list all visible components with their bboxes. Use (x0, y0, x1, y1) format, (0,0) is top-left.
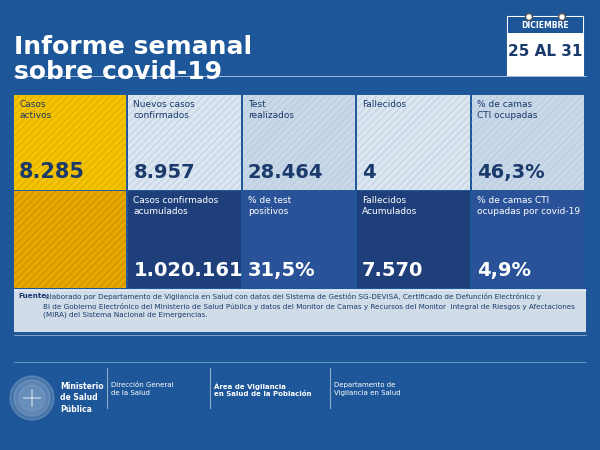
Text: % de camas CTI
ocupadas por covid-19: % de camas CTI ocupadas por covid-19 (476, 196, 580, 216)
Text: Nuevos casos
confirmados: Nuevos casos confirmados (133, 100, 195, 121)
Circle shape (559, 14, 566, 21)
Text: Informe semanal: Informe semanal (14, 35, 252, 59)
Circle shape (10, 376, 54, 420)
Circle shape (560, 15, 564, 19)
Text: 31,5%: 31,5% (248, 261, 316, 280)
Text: 25 AL 31: 25 AL 31 (508, 44, 583, 58)
Bar (14, 95, 127, 190)
Circle shape (19, 385, 45, 411)
Text: elaborado por Departamento de Vigilancia en Salud con datos del Sistema de Gesti: elaborado por Departamento de Vigilancia… (43, 293, 575, 319)
Text: sobre covid-19: sobre covid-19 (14, 60, 222, 84)
Bar (128, 95, 241, 190)
Text: 7.570: 7.570 (362, 261, 424, 280)
Circle shape (526, 14, 533, 21)
Bar (14, 289, 586, 332)
Circle shape (527, 15, 531, 19)
Text: 1.020.161: 1.020.161 (133, 261, 243, 280)
Text: Casos
activos: Casos activos (19, 100, 51, 121)
Text: Ministerio
de Salud
Pública: Ministerio de Salud Pública (60, 382, 104, 414)
Text: DICIEMBRE: DICIEMBRE (521, 21, 569, 30)
Bar (472, 191, 584, 288)
Bar (128, 191, 241, 288)
Text: Dirección General
de la Salud: Dirección General de la Salud (111, 382, 173, 396)
Text: Fuente:: Fuente: (18, 293, 49, 299)
Text: % de camas
CTI ocupadas: % de camas CTI ocupadas (476, 100, 537, 121)
Text: Departamento de
Vigilancia en Salud: Departamento de Vigilancia en Salud (334, 382, 401, 396)
Bar (14, 191, 127, 288)
Text: 8.285: 8.285 (19, 162, 85, 182)
Text: 46,3%: 46,3% (476, 163, 544, 182)
Text: 4,9%: 4,9% (476, 261, 530, 280)
Text: 28.464: 28.464 (248, 163, 323, 182)
Bar (472, 95, 584, 190)
Text: 8.957: 8.957 (133, 163, 195, 182)
Text: % de test
positivos: % de test positivos (248, 196, 291, 216)
Text: 4: 4 (362, 163, 376, 182)
Text: Fallecidos
Acumulados: Fallecidos Acumulados (362, 196, 418, 216)
Bar (508, 17, 583, 33)
Bar (357, 95, 470, 190)
Text: Test
realizados: Test realizados (248, 100, 294, 121)
Bar (243, 191, 355, 288)
Text: Área de Vigilancia
en Salud de la Población: Área de Vigilancia en Salud de la Poblac… (214, 382, 311, 397)
Bar (243, 95, 355, 190)
Circle shape (14, 380, 50, 416)
Bar (508, 17, 583, 75)
Text: Casos confirmados
acumulados: Casos confirmados acumulados (133, 196, 218, 216)
Bar (357, 191, 470, 288)
Text: Fallecidos: Fallecidos (362, 100, 406, 109)
